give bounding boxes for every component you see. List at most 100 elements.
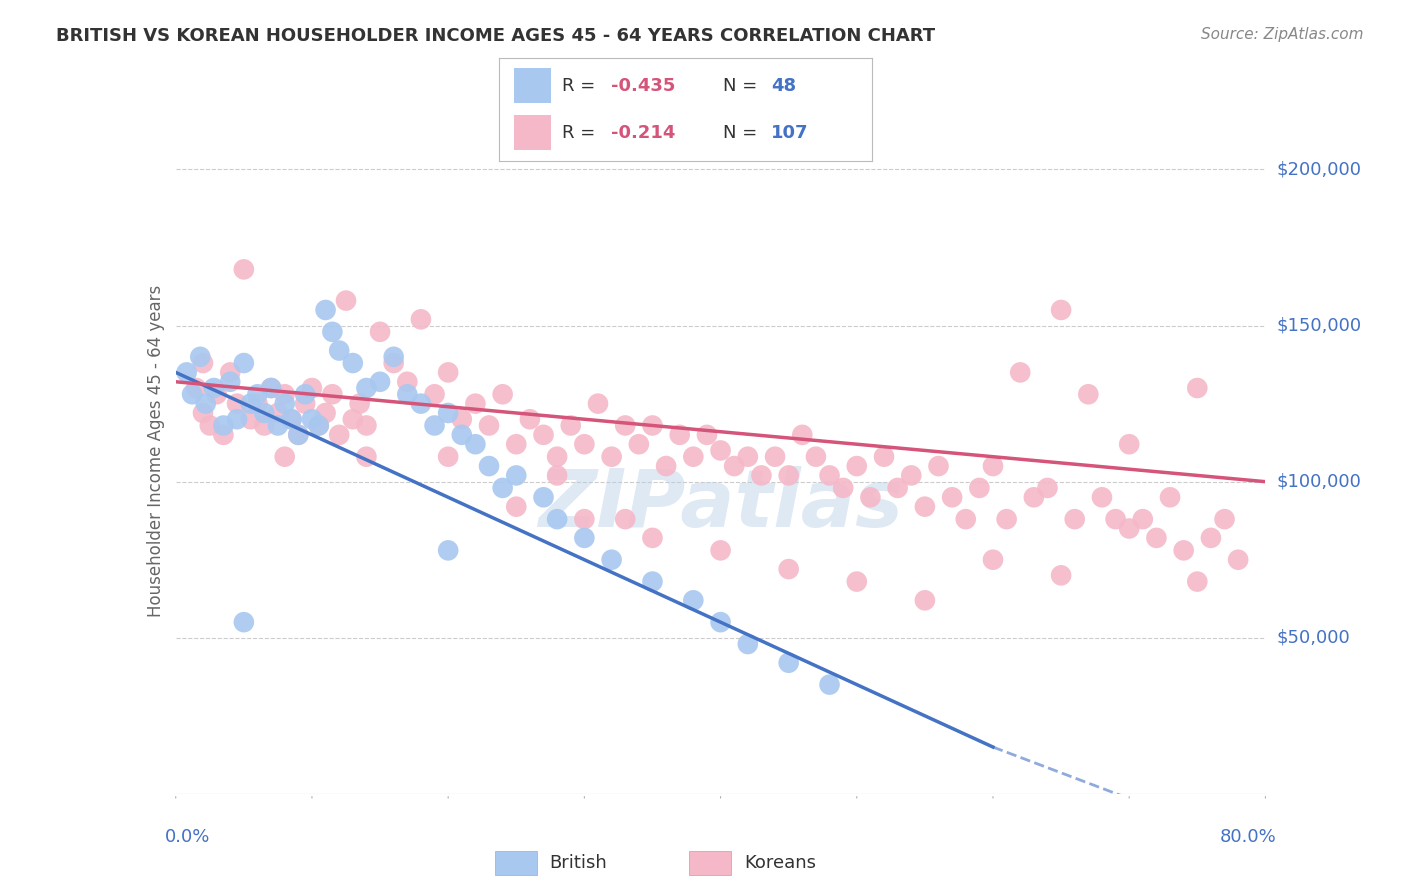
Point (574, 512, 596, 526)
Point (1227, 552, 1250, 567)
Point (600, 450, 623, 464)
Point (181, 387, 204, 401)
Point (191, 356, 214, 370)
Point (751, 468, 773, 483)
Point (232, 262, 254, 277)
Point (423, 418, 446, 433)
Point (1173, 543, 1195, 558)
Point (763, 450, 786, 464)
Point (239, 396, 262, 410)
Point (614, 418, 637, 433)
Text: Koreans: Koreans (744, 854, 815, 872)
Bar (515, 69, 551, 103)
Point (682, 593, 704, 607)
Point (1159, 490, 1181, 504)
Point (737, 637, 759, 651)
Point (186, 381, 208, 395)
Point (1132, 512, 1154, 526)
Point (219, 366, 242, 380)
Point (655, 458, 678, 473)
Point (287, 427, 309, 442)
Point (274, 450, 297, 464)
Point (886, 481, 908, 495)
Point (533, 490, 555, 504)
Point (280, 412, 302, 426)
Point (368, 325, 391, 339)
Y-axis label: Householder Income Ages 45 - 64 years: Householder Income Ages 45 - 64 years (146, 285, 165, 616)
Text: BRITISH VS KOREAN HOUSEHOLDER INCOME AGES 45 - 64 YEARS CORRELATION CHART: BRITISH VS KOREAN HOUSEHOLDER INCOME AGE… (56, 27, 935, 45)
Text: 0.0%: 0.0% (165, 828, 211, 847)
Point (546, 450, 568, 464)
Point (356, 381, 378, 395)
Text: $150,000: $150,000 (1277, 317, 1361, 334)
Point (226, 396, 249, 410)
Point (1050, 568, 1073, 582)
Point (253, 418, 276, 433)
Point (437, 406, 460, 420)
Point (818, 468, 841, 483)
Text: $200,000: $200,000 (1277, 161, 1361, 178)
Point (737, 450, 759, 464)
Point (804, 450, 827, 464)
Point (328, 427, 350, 442)
Point (710, 543, 733, 558)
Point (505, 500, 527, 514)
Point (478, 418, 501, 433)
Point (1077, 387, 1099, 401)
Point (1199, 531, 1222, 545)
Point (519, 412, 541, 426)
Point (546, 512, 568, 526)
Point (198, 418, 221, 433)
Point (267, 406, 290, 420)
Point (505, 437, 527, 451)
Point (792, 427, 814, 442)
Point (1036, 481, 1059, 495)
Point (253, 406, 276, 420)
Point (260, 381, 283, 395)
Text: $100,000: $100,000 (1277, 473, 1361, 491)
Point (450, 427, 472, 442)
Point (321, 325, 343, 339)
Point (614, 512, 637, 526)
Point (969, 481, 991, 495)
Point (301, 412, 323, 426)
Point (260, 381, 283, 395)
Point (914, 500, 936, 514)
Point (859, 490, 882, 504)
Point (308, 418, 330, 433)
Point (981, 458, 1004, 473)
Point (464, 437, 486, 451)
Point (546, 468, 568, 483)
Point (1118, 521, 1140, 535)
Point (574, 437, 596, 451)
Point (239, 412, 262, 426)
Point (696, 427, 718, 442)
Bar (495, 851, 537, 875)
Point (382, 356, 405, 370)
Point (219, 375, 242, 389)
Point (1187, 574, 1209, 589)
Text: 107: 107 (770, 124, 808, 142)
Point (382, 350, 405, 364)
Point (396, 387, 419, 401)
Point (423, 387, 446, 401)
Point (668, 427, 690, 442)
Point (478, 458, 501, 473)
Text: N =: N = (723, 77, 762, 95)
Text: R =: R = (562, 124, 602, 142)
Point (1022, 490, 1045, 504)
Point (914, 593, 936, 607)
Text: 48: 48 (770, 77, 796, 95)
Text: -0.435: -0.435 (612, 77, 675, 95)
Point (409, 312, 432, 326)
Text: ZIPatlas: ZIPatlas (538, 467, 903, 544)
Point (356, 418, 378, 433)
Text: R =: R = (562, 77, 602, 95)
Point (328, 343, 350, 358)
Point (941, 490, 963, 504)
Point (349, 396, 371, 410)
Point (212, 427, 235, 442)
Point (560, 418, 582, 433)
Text: Source: ZipAtlas.com: Source: ZipAtlas.com (1201, 27, 1364, 42)
Point (335, 293, 357, 308)
